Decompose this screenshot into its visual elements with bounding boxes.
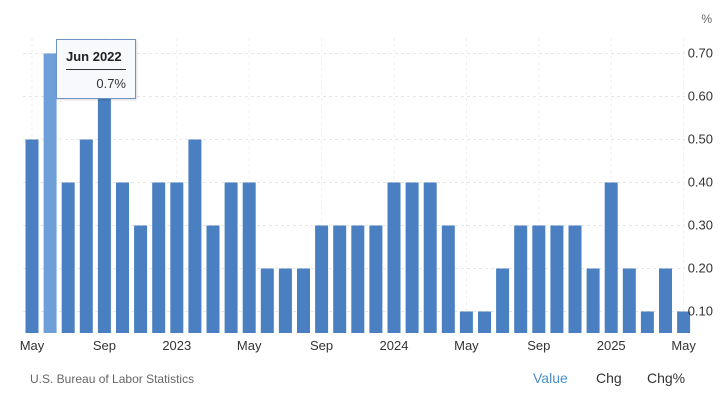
bar[interactable] (224, 182, 238, 334)
tooltip-divider (66, 69, 126, 70)
change-view-button[interactable]: Chg (596, 370, 622, 386)
bar[interactable] (514, 225, 528, 334)
bar[interactable] (351, 225, 365, 334)
y-tick-label: 0.20 (688, 261, 713, 276)
bar[interactable] (622, 268, 636, 334)
y-tick-label: 0.50 (688, 132, 713, 147)
x-tick-label: May (237, 338, 262, 353)
x-tick-label: May (454, 338, 479, 353)
bar[interactable] (369, 225, 383, 334)
x-tick-label: 2024 (380, 338, 409, 353)
y-tick-label: 0.30 (688, 218, 713, 233)
bar[interactable] (242, 182, 256, 334)
bar[interactable] (170, 182, 184, 334)
bar[interactable] (79, 139, 93, 334)
x-tick-label: Sep (310, 338, 333, 353)
bar[interactable] (152, 182, 166, 334)
y-tick-label: 0.60 (688, 89, 713, 104)
x-tick-label: Sep (93, 338, 116, 353)
x-tick-label: May (671, 338, 696, 353)
y-tick-label: 0.10 (688, 304, 713, 319)
bar[interactable] (478, 311, 491, 334)
value-view-button[interactable]: Value (533, 370, 568, 386)
bar[interactable] (441, 225, 455, 334)
bar[interactable] (97, 96, 111, 334)
tooltip-title: Jun 2022 (66, 49, 122, 64)
bar[interactable] (188, 139, 202, 334)
bar[interactable] (134, 225, 148, 334)
bar[interactable] (25, 139, 39, 334)
bar[interactable] (260, 268, 274, 334)
tooltip-value: 0.7% (96, 76, 126, 91)
percent-change-view-button[interactable]: Chg% (647, 370, 686, 386)
bar[interactable] (297, 268, 310, 334)
x-tick-label: Sep (527, 338, 550, 353)
y-tick-label: 0.70 (688, 46, 713, 61)
bar[interactable] (604, 182, 618, 334)
bar[interactable] (333, 225, 347, 334)
bar[interactable] (423, 182, 437, 334)
bar[interactable] (586, 268, 600, 334)
bar[interactable] (43, 53, 57, 334)
bar[interactable] (568, 225, 582, 334)
bar[interactable] (496, 268, 510, 334)
bar[interactable] (405, 182, 419, 334)
bar[interactable] (387, 182, 401, 334)
bar[interactable] (61, 182, 75, 334)
bar-tooltip: Jun 2022 0.7% (56, 39, 136, 99)
x-tick-label: May (20, 338, 45, 353)
x-tick-label: 2025 (597, 338, 626, 353)
bar[interactable] (677, 311, 691, 334)
bar[interactable] (550, 225, 564, 334)
bar[interactable] (532, 225, 546, 334)
source-label: U.S. Bureau of Labor Statistics (30, 372, 195, 386)
y-tick-label: 0.40 (688, 175, 713, 190)
bar[interactable] (315, 225, 329, 334)
bar[interactable] (206, 225, 220, 334)
bar[interactable] (116, 182, 129, 334)
y-unit-label: % (701, 12, 712, 26)
bar[interactable] (459, 311, 473, 334)
bar[interactable] (659, 268, 672, 334)
bar[interactable] (640, 311, 654, 334)
x-tick-label: 2023 (162, 338, 191, 353)
bar[interactable] (278, 268, 292, 334)
